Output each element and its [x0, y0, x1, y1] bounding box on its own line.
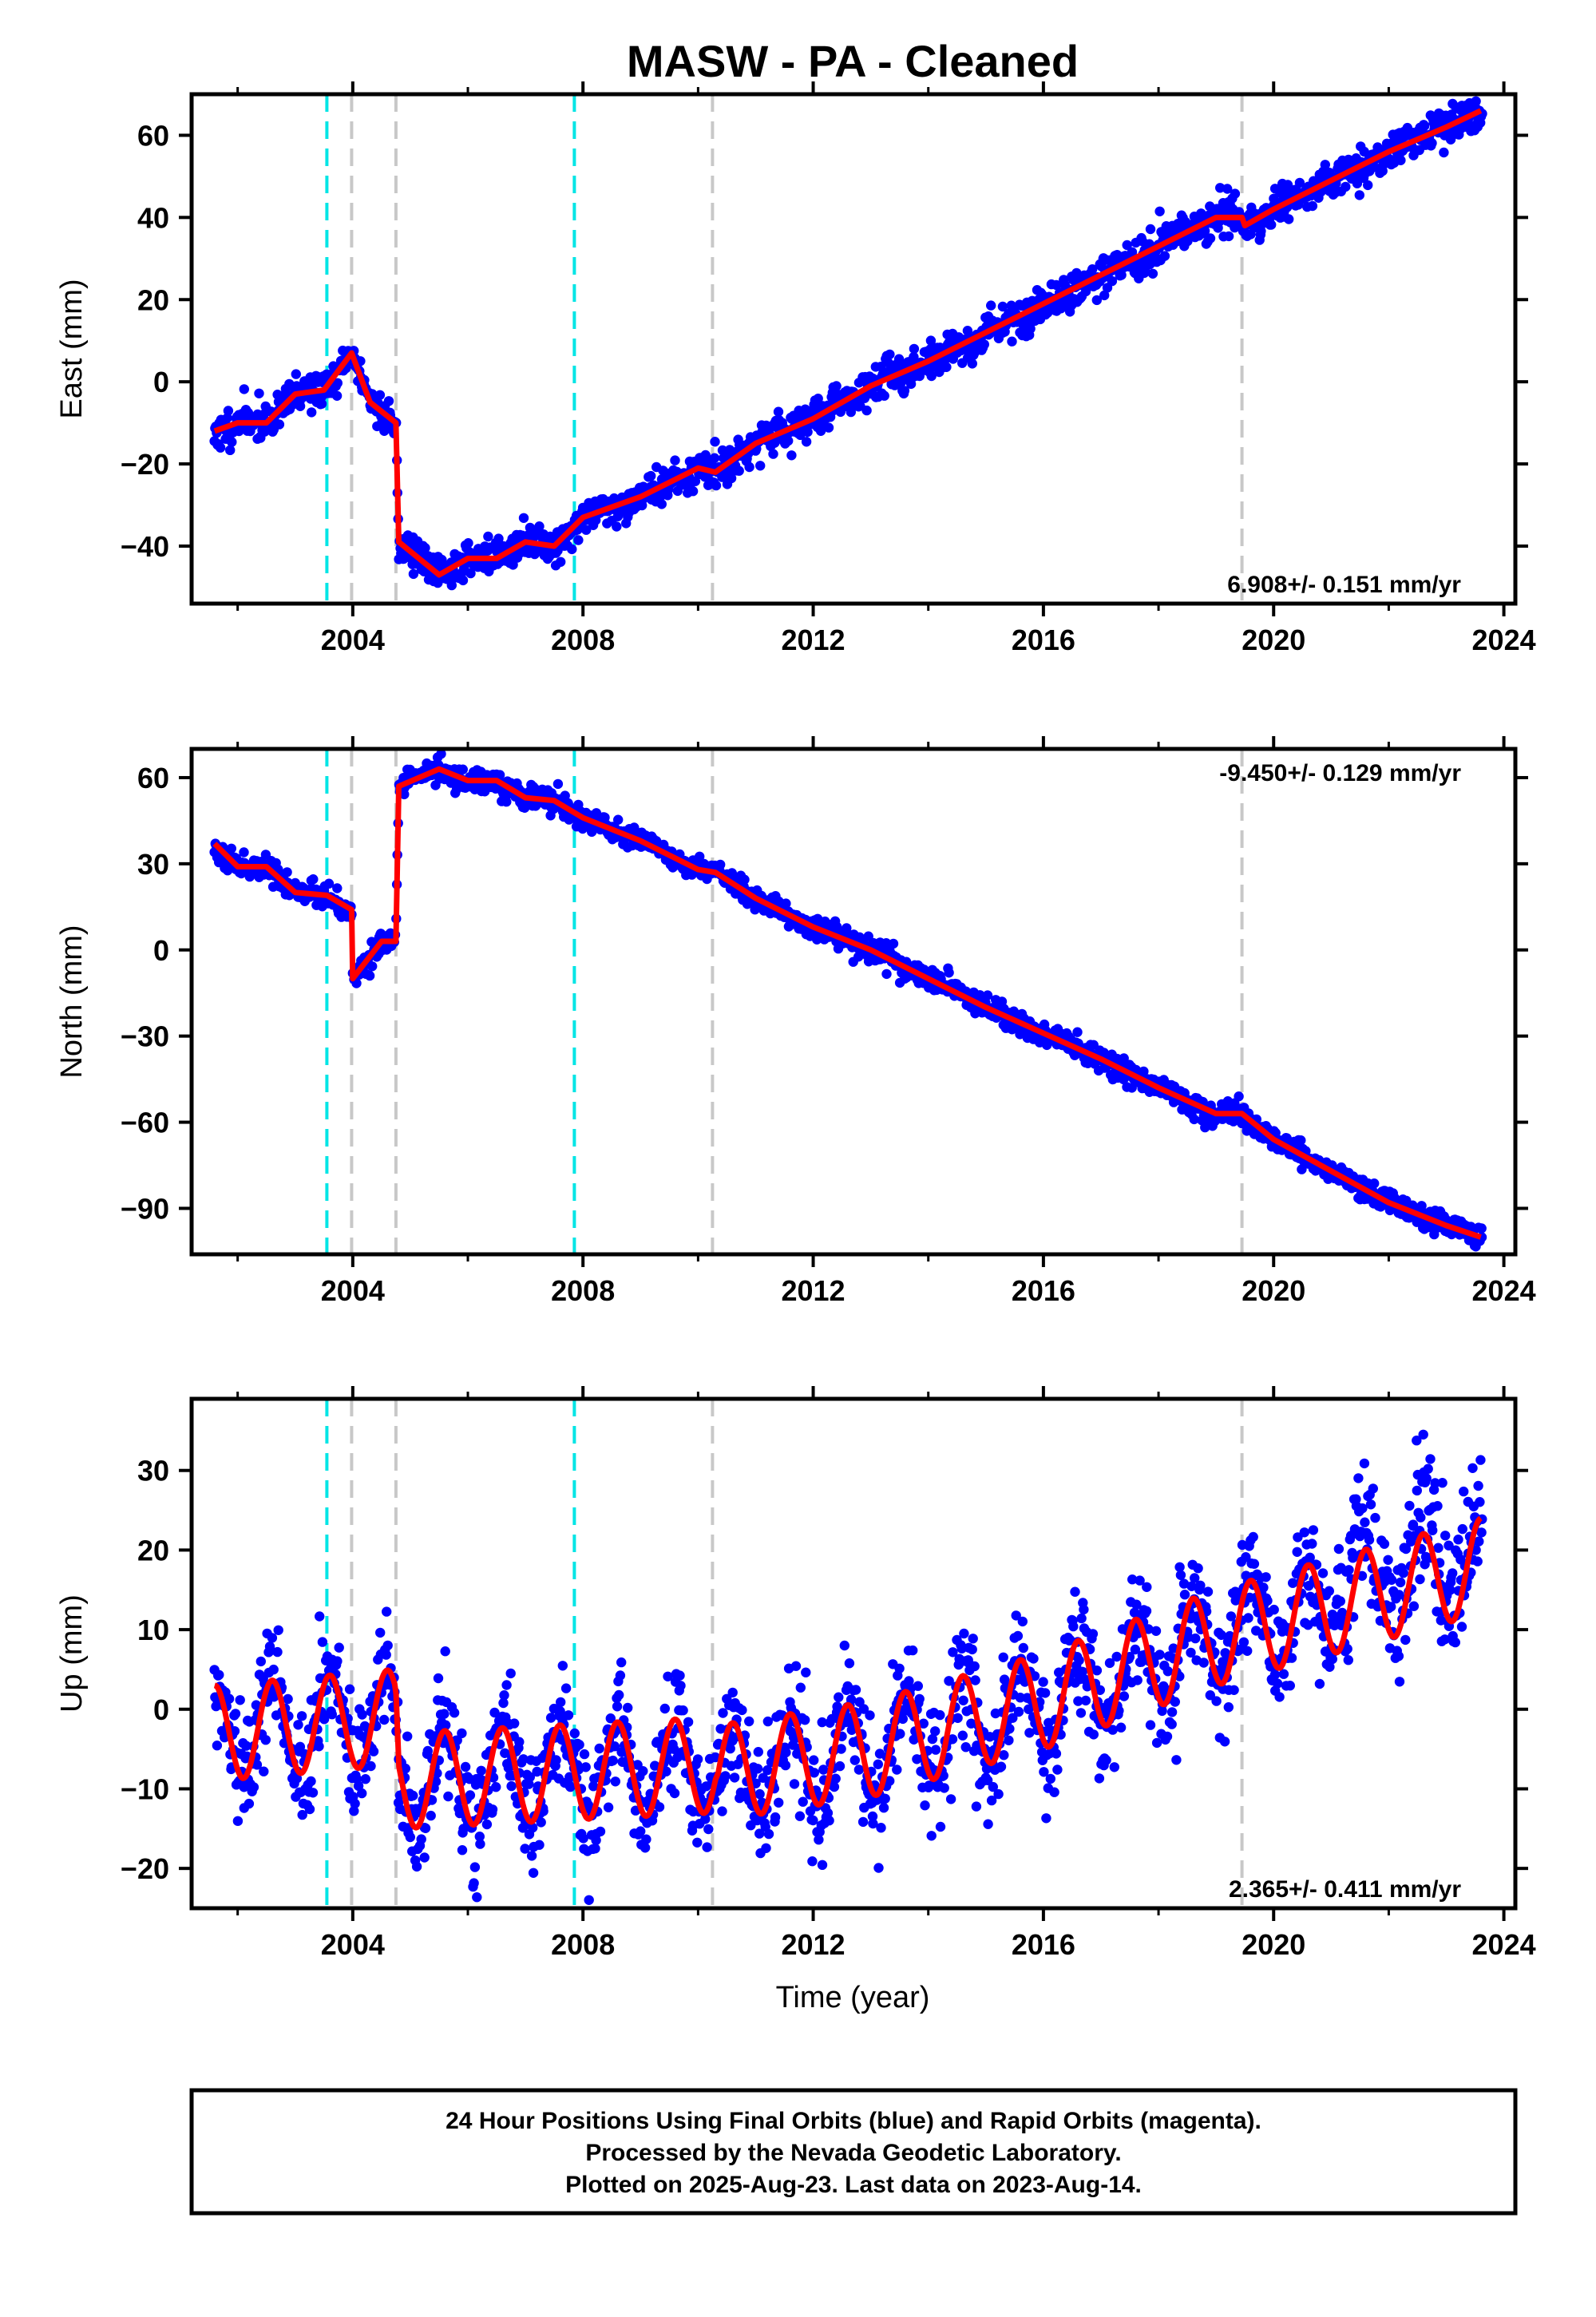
x-tick-label: 2020 — [1242, 1274, 1305, 1307]
x-tick-label: 2024 — [1472, 1928, 1536, 1961]
y-tick-label: 0 — [153, 1693, 169, 1726]
footer-box: 24 Hour Positions Using Final Orbits (bl… — [189, 2088, 1518, 2216]
velocity-rate-label: 2.365+/- 0.411 mm/yr — [1229, 1876, 1461, 1903]
y-tick-label: 20 — [137, 283, 169, 316]
y-tick-label: 60 — [137, 119, 169, 152]
y-axis-label: North (mm) — [55, 925, 89, 1078]
panel-east: 2004 2008 2012 2016 2020 2024 −40 −20 0 20 40 60 Eas… — [55, 81, 1536, 656]
footer-line-1: 24 Hour Positions Using Final Orbits (bl… — [446, 2108, 1261, 2134]
model-fit-line — [213, 108, 1483, 578]
y-tick-label: −90 — [121, 1192, 169, 1225]
position-points — [209, 1429, 1487, 1905]
x-tick-label: 2012 — [781, 624, 845, 656]
y-tick-label: −30 — [121, 1020, 169, 1053]
panel-frame — [189, 1396, 1518, 1911]
y-tick-label: 60 — [137, 762, 169, 794]
x-tick-label: 2004 — [321, 1274, 385, 1307]
position-points — [209, 96, 1487, 591]
x-tick-label: 2024 — [1472, 1274, 1536, 1307]
x-tick-label: 2012 — [781, 1274, 845, 1307]
panels: 2004 2008 2012 2016 2020 2024 −40 −20 0 20 40 60 Eas… — [55, 81, 1536, 1961]
x-axis-label: Time (year) — [776, 1981, 930, 2014]
x-tick-label: 2008 — [551, 1274, 615, 1307]
velocity-rate-label: -9.450+/- 0.129 mm/yr — [1219, 760, 1461, 786]
footer-line-3: Plotted on 2025-Aug-23. Last data on 202… — [565, 2172, 1142, 2198]
y-tick-label: −60 — [121, 1107, 169, 1139]
panel-up: 2004 2008 2012 2016 2020 2024 −20 −10 0 10 20 30 Up … — [55, 1386, 1536, 1961]
y-tick-label: −10 — [121, 1772, 169, 1805]
y-tick-label: 20 — [137, 1534, 169, 1566]
y-axis-label: Up (mm) — [55, 1594, 89, 1713]
chart-title: MASW - PA - Cleaned — [627, 36, 1079, 86]
plot-area — [209, 94, 1487, 604]
panel-frame — [189, 92, 1518, 606]
velocity-rate-label: 6.908+/- 0.151 mm/yr — [1227, 572, 1461, 598]
footer-line-2: Processed by the Nevada Geodetic Laborat… — [585, 2140, 1121, 2166]
x-tick-label: 2020 — [1242, 624, 1305, 656]
y-tick-label: 0 — [153, 934, 169, 967]
x-tick-label: 2012 — [781, 1928, 845, 1961]
y-tick-label: 30 — [137, 1455, 169, 1487]
plot-area — [209, 1399, 1487, 1908]
plot-area — [209, 749, 1487, 1254]
x-tick-label: 2004 — [321, 1928, 385, 1961]
y-axis-label: East (mm) — [55, 279, 89, 418]
position-points — [209, 749, 1487, 1252]
panel-north: 2004 2008 2012 2016 2020 2024 −90 −60 −30 0 30 60 No… — [55, 736, 1536, 1307]
y-tick-label: −20 — [121, 1852, 169, 1885]
model-fit-line — [213, 1515, 1483, 1831]
y-tick-label: −20 — [121, 448, 169, 481]
model-fit-line — [212, 766, 1482, 1240]
x-tick-label: 2016 — [1012, 1928, 1075, 1961]
x-tick-label: 2004 — [321, 624, 385, 656]
footer-frame — [189, 2088, 1518, 2216]
x-tick-label: 2008 — [551, 1928, 615, 1961]
y-tick-label: 40 — [137, 201, 169, 234]
x-tick-label: 2016 — [1012, 624, 1075, 656]
panel-frame — [189, 747, 1518, 1257]
x-tick-label: 2016 — [1012, 1274, 1075, 1307]
x-tick-label: 2024 — [1472, 624, 1536, 656]
y-tick-label: −40 — [121, 530, 169, 563]
y-tick-label: 30 — [137, 848, 169, 881]
y-tick-label: 0 — [153, 366, 169, 398]
y-tick-label: 10 — [137, 1614, 169, 1646]
x-tick-label: 2020 — [1242, 1928, 1305, 1961]
x-tick-label: 2008 — [551, 624, 615, 656]
